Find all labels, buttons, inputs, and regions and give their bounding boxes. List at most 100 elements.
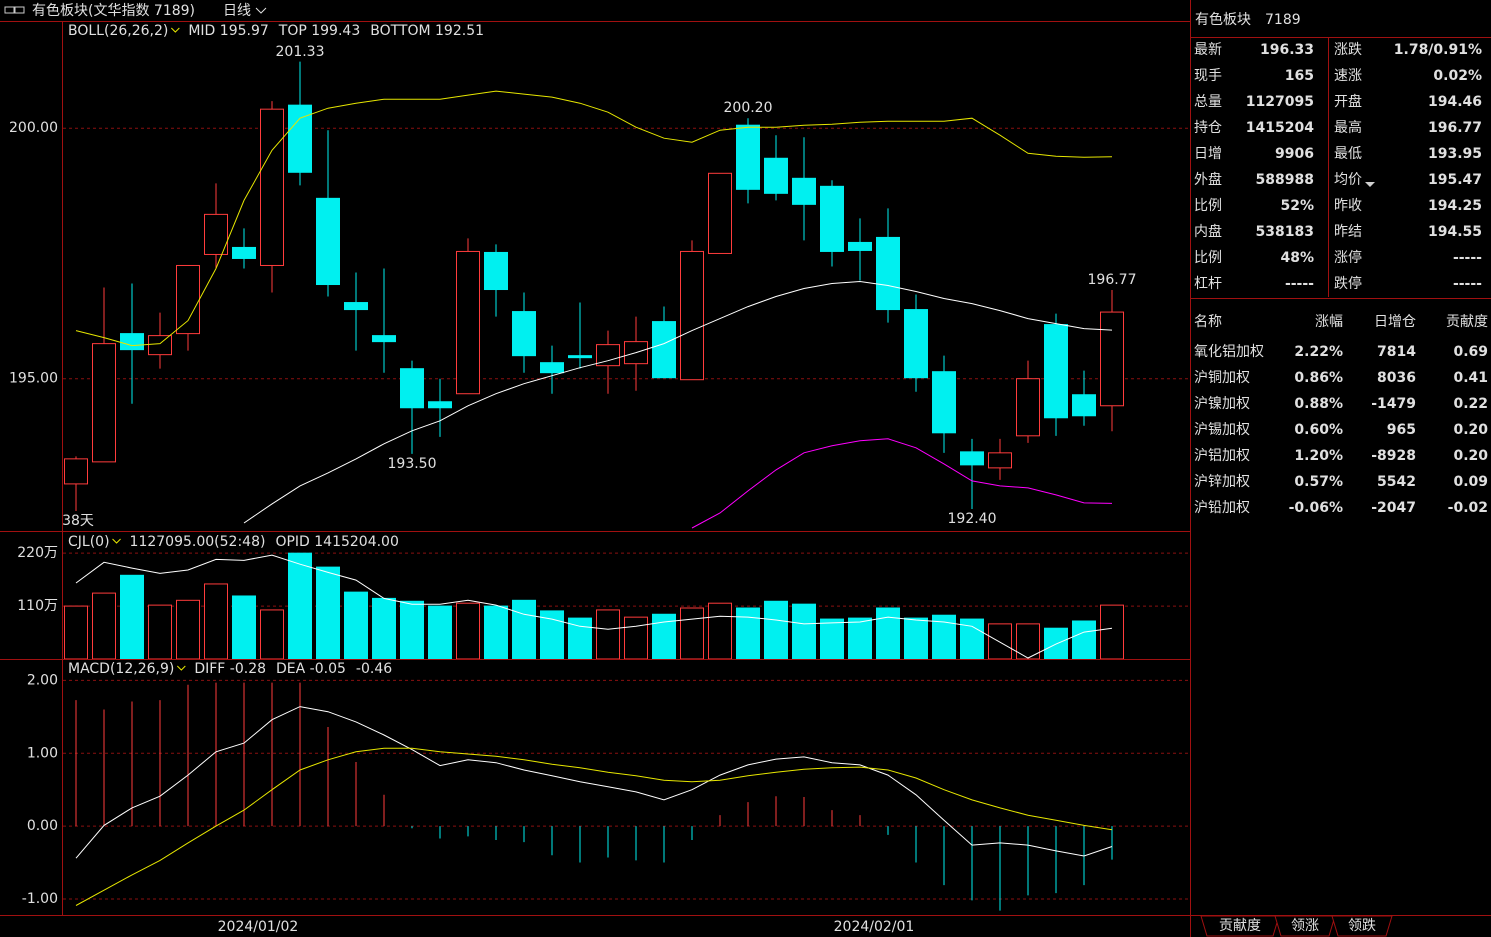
- table-cell: -2047: [1371, 500, 1416, 516]
- volume-bar: [428, 605, 452, 659]
- line-series: [75, 706, 1113, 859]
- table-cell: -8928: [1371, 448, 1416, 464]
- quote-value: -----: [1453, 276, 1482, 292]
- quote-value: 1127095: [1246, 94, 1314, 110]
- candle-body: [484, 251, 508, 291]
- tab[interactable]: [1331, 915, 1393, 937]
- candle-body: [512, 311, 536, 357]
- table-cell: 0.86%: [1294, 370, 1343, 386]
- volume-bar: [876, 607, 900, 659]
- table-cell: 沪锌加权: [1194, 474, 1250, 490]
- table-cell: 7814: [1377, 344, 1416, 360]
- legend-entry: CJL(0): [68, 534, 110, 550]
- candle-body: [428, 401, 452, 409]
- candle-body: [400, 368, 424, 409]
- volume-bar: [568, 617, 592, 659]
- volume-bar: [344, 591, 368, 659]
- chevron: [176, 665, 186, 671]
- candle-body: [820, 185, 844, 252]
- chevron: [112, 538, 121, 544]
- candle-body: [120, 333, 144, 351]
- legend-entry: 1127095.00(52:48): [130, 534, 266, 550]
- quote-label: 持仓: [1194, 120, 1222, 136]
- quote-label: 均价: [1334, 172, 1362, 188]
- candle-body: [680, 250, 704, 381]
- candle-body: [652, 321, 676, 379]
- table-cell: 1.20%: [1294, 448, 1343, 464]
- table-cell: 0.20: [1453, 448, 1488, 464]
- quote-label: 比例: [1194, 250, 1222, 266]
- candle-body: [148, 335, 172, 356]
- tab[interactable]: [1274, 915, 1336, 937]
- tab-label[interactable]: 领跌: [1348, 918, 1376, 934]
- table-cell: 氧化铝加权: [1194, 344, 1264, 360]
- candle-body: [176, 264, 200, 335]
- quote-label: 总量: [1194, 94, 1222, 110]
- table-cell: 0.60%: [1294, 422, 1343, 438]
- table-cell: 965: [1387, 422, 1416, 438]
- annotation: 38天: [62, 513, 94, 529]
- tab[interactable]: [1200, 915, 1280, 937]
- quote-value: 588988: [1256, 172, 1314, 188]
- y-tick-label: 110万: [17, 598, 58, 614]
- table-cell: -0.06%: [1289, 500, 1343, 516]
- period-selector[interactable]: 日线: [223, 3, 251, 19]
- candle-body: [904, 309, 928, 379]
- quote-label: 速涨: [1334, 68, 1362, 84]
- dropdown-arrow: [1365, 182, 1375, 187]
- y-tick-label: 195.00: [9, 371, 58, 387]
- tab-label[interactable]: 领涨: [1291, 918, 1319, 934]
- candle-body: [64, 458, 88, 485]
- quote-label: 比例: [1194, 198, 1222, 214]
- volume-bar: [484, 605, 508, 659]
- quote-value: -----: [1285, 276, 1314, 292]
- quote-label: 跌停: [1334, 275, 1362, 292]
- volume-bar: [820, 618, 844, 659]
- volume-bar: [904, 617, 928, 659]
- table-cell: 8036: [1377, 370, 1416, 386]
- volume-bar: [1100, 604, 1124, 659]
- quote-value: 194.46: [1428, 94, 1482, 110]
- volume-bar: [848, 617, 872, 659]
- candle-body: [708, 172, 732, 254]
- table-header: 日增仓: [1374, 314, 1416, 330]
- annotation: 196.77: [1088, 272, 1137, 288]
- table-header: 涨幅: [1315, 314, 1343, 330]
- table-cell: 0.88%: [1294, 396, 1343, 412]
- line-series: [243, 280, 1113, 524]
- tab-label[interactable]: 贡献度: [1219, 918, 1261, 934]
- candle-body: [92, 343, 116, 463]
- y-tick-label: 0.00: [27, 818, 58, 834]
- volume-bar: [540, 610, 564, 659]
- table-cell: 5542: [1377, 474, 1416, 490]
- volume-bar: [92, 592, 116, 659]
- volume-bar: [120, 574, 144, 659]
- table-cell: 沪铜加权: [1194, 370, 1250, 386]
- annotation: 192.40: [948, 511, 997, 527]
- plot-area: [63, 61, 1190, 529]
- quote-value: 165: [1285, 68, 1314, 84]
- candle-body: [232, 246, 256, 259]
- quote-label: 现手: [1194, 68, 1222, 84]
- candle-body: [764, 157, 788, 194]
- quote-label: 外盘: [1194, 171, 1222, 188]
- quote-label: 最高: [1334, 119, 1362, 136]
- quote-value: 194.55: [1428, 224, 1482, 240]
- chevron[interactable]: [255, 7, 267, 14]
- volume-bar: [596, 609, 620, 659]
- x-tick-label: 2024/02/01: [834, 919, 915, 935]
- quote-value: 196.77: [1428, 120, 1482, 136]
- legend-entry: TOP 199.43: [278, 23, 360, 39]
- volume-bar: [176, 599, 200, 659]
- quote-label: 涨跌: [1334, 42, 1362, 58]
- table-cell: 2.22%: [1294, 344, 1343, 360]
- legend-entry: -0.46: [356, 661, 392, 677]
- volume-bar: [316, 566, 340, 659]
- legend-entry: BOTTOM 192.51: [370, 23, 484, 39]
- volume-bar: [764, 600, 788, 659]
- quote-label: 昨收: [1334, 198, 1362, 214]
- window-icon: [4, 6, 25, 14]
- quote-value: 538183: [1256, 224, 1314, 240]
